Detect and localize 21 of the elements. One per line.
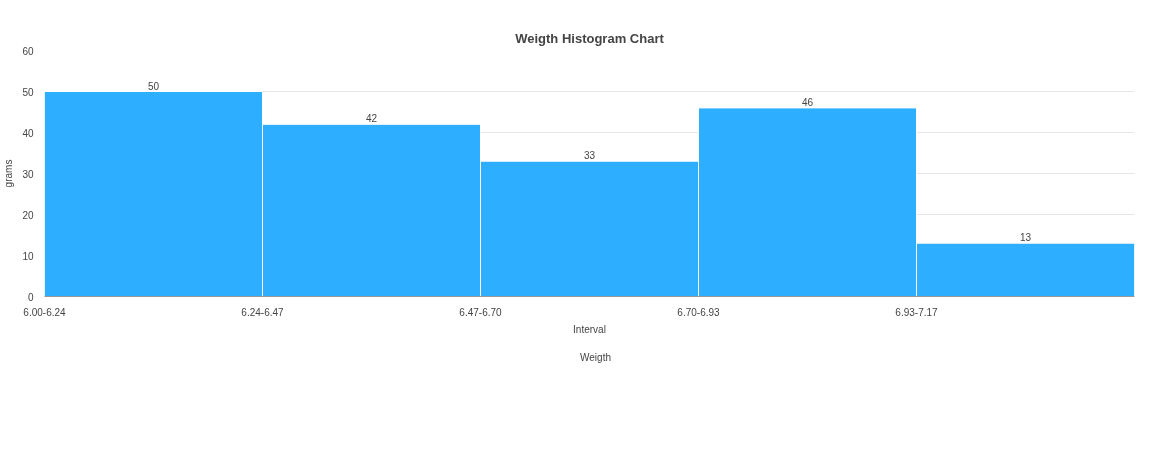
data-label: 46: [801, 96, 814, 108]
y-tick-label: 50: [22, 86, 34, 98]
x-axis-title: Interval: [573, 323, 606, 335]
y-tick-label: 60: [22, 45, 34, 57]
y-axis-title: grams: [3, 159, 15, 188]
x-tick-label: 6.00-6.24: [23, 306, 67, 318]
x-tick-label: 6.47-6.70: [459, 306, 503, 318]
y-tick-label: 20: [22, 209, 34, 221]
x-tick-label: 6.93-7.17: [895, 306, 939, 318]
data-label: 50: [147, 80, 160, 92]
x-tick-label: 6.70-6.93: [677, 306, 721, 318]
text: Weigth: [580, 351, 611, 363]
x-tick-label: 6.24-6.47: [241, 306, 285, 318]
data-label: 33: [583, 150, 596, 162]
data-label: 13: [1019, 232, 1032, 244]
chart-title: Weigth Histogram Chart: [515, 30, 665, 46]
y-tick-label: 40: [22, 127, 34, 139]
y-tick-label: 10: [22, 250, 34, 262]
y-tick-label: 30: [22, 168, 34, 180]
y-tick-label: 0: [27, 291, 34, 303]
data-label: 42: [365, 113, 378, 125]
